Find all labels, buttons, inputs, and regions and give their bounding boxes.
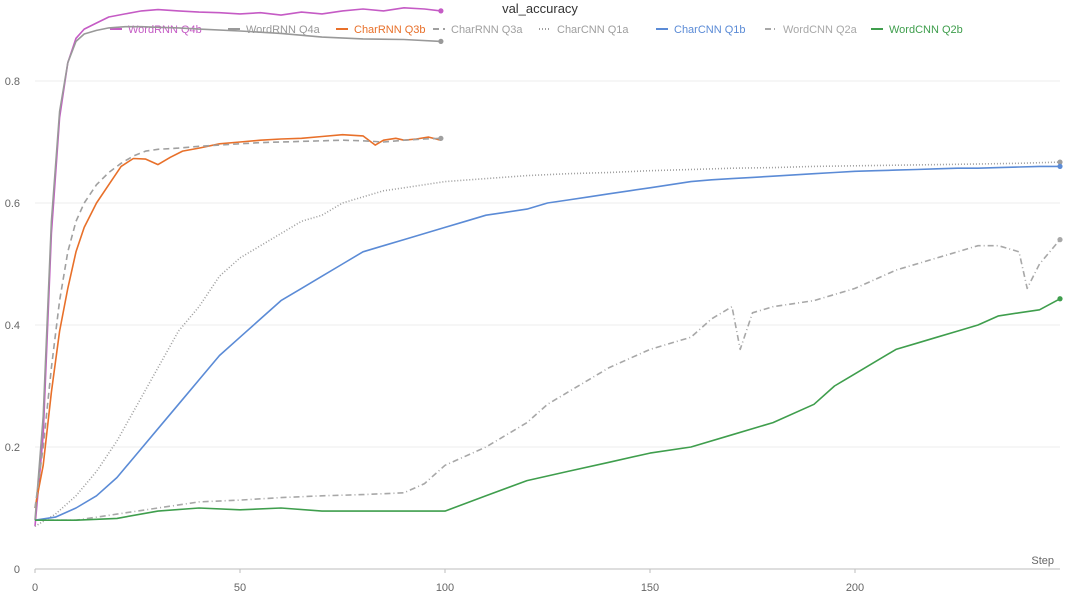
legend-label: WordCNN Q2b <box>889 24 963 36</box>
legend-label: CharCNN Q1b <box>674 24 746 36</box>
legend-label: CharRNN Q3b <box>354 24 426 36</box>
legend-label: WordCNN Q2a <box>783 24 858 36</box>
legend-item[interactable]: WordCNN Q2b <box>871 24 963 36</box>
x-tick-label: 150 <box>641 582 659 594</box>
series-end-point-charrnn-q3a <box>438 135 444 141</box>
legend-item[interactable]: CharRNN Q3a <box>433 24 523 36</box>
series-end-point-charcnn-q1a <box>1057 159 1063 165</box>
legend-item[interactable]: WordRNN Q4a <box>228 24 321 36</box>
series-line-wordcnn-q2a <box>35 239 1061 522</box>
series-line-wordrnn-q4b <box>34 7 441 527</box>
series-end-point-wordcnn-q2b <box>1057 296 1063 302</box>
legend-item[interactable]: WordRNN Q4b <box>110 24 202 36</box>
series-line-charrnn-q3a <box>34 137 441 509</box>
legend-item[interactable]: CharCNN Q1a <box>539 24 629 36</box>
x-tick-label: 0 <box>32 582 38 594</box>
y-tick-label: 0.2 <box>5 442 20 454</box>
series-end-point-wordcnn-q2a <box>1057 237 1063 243</box>
x-tick-label: 200 <box>846 582 864 594</box>
series-end-point-wordrnn-q4b <box>438 8 444 14</box>
y-axis: 0 0.2 0.4 0.6 0.8 <box>5 76 20 576</box>
legend-label: WordRNN Q4b <box>128 24 202 36</box>
y-tick-label: 0 <box>14 564 20 576</box>
chart-title: val_accuracy <box>502 1 578 16</box>
x-tick-label: 100 <box>436 582 454 594</box>
x-axis: 0 50 100 150 200 <box>32 569 864 594</box>
y-tick-label: 0.6 <box>5 198 20 210</box>
legend-label: CharCNN Q1a <box>557 24 629 36</box>
x-axis-label: Step <box>1031 555 1054 567</box>
series-end-point-wordrnn-q4a <box>438 38 444 44</box>
series-group <box>34 7 1063 527</box>
series-line-charrnn-q3b <box>34 133 442 509</box>
legend-item[interactable]: WordCNN Q2a <box>765 24 858 36</box>
series-line-charcnn-q1a <box>34 161 1061 527</box>
legend-item[interactable]: CharCNN Q1b <box>656 24 746 36</box>
legend-item[interactable]: CharRNN Q3b <box>336 24 426 36</box>
series-line-charcnn-q1b <box>34 165 1060 521</box>
series-line-wordcnn-q2b <box>35 298 1061 522</box>
y-tick-label: 0.4 <box>5 320 20 332</box>
x-tick-label: 50 <box>234 582 246 594</box>
series-end-point-charcnn-q1b <box>1057 163 1063 169</box>
legend-label: CharRNN Q3a <box>451 24 523 36</box>
legend: WordRNN Q4b WordRNN Q4a CharRNN Q3b CharRNN… <box>110 24 963 36</box>
series-line-wordrnn-q4a <box>34 25 441 521</box>
y-tick-label: 0.8 <box>5 76 20 88</box>
